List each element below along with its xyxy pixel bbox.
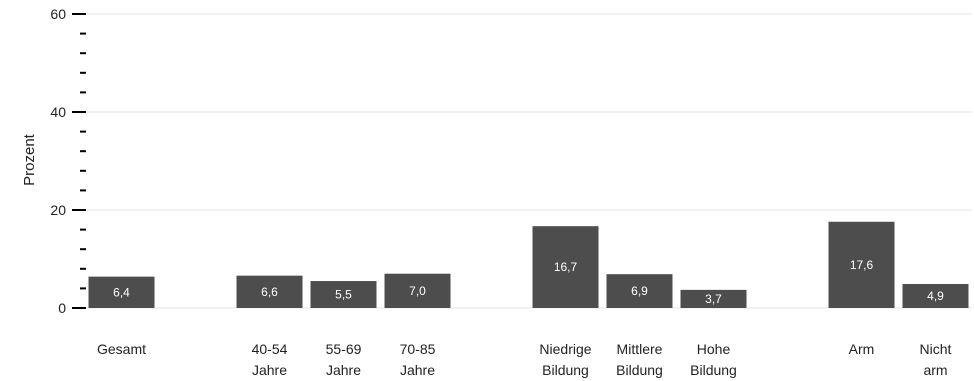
bar	[310, 281, 377, 308]
category-label: 40-54 Jahre	[252, 341, 288, 378]
bar	[532, 226, 599, 308]
bar-value-label: 17,6	[850, 258, 874, 272]
bar	[606, 274, 673, 308]
category-label: Nicht arm	[920, 341, 952, 378]
bar	[680, 289, 747, 308]
y-tick-label: 20	[50, 202, 66, 218]
bar-value-label: 4,9	[927, 289, 944, 303]
bar	[384, 273, 451, 308]
category-label: 70-85 Jahre	[400, 341, 436, 378]
bar	[236, 275, 303, 308]
y-axis-label: Prozent	[21, 133, 38, 186]
bar-value-label: 6,9	[631, 284, 648, 298]
bar	[828, 221, 895, 308]
bar-value-label: 5,5	[335, 288, 352, 302]
bar-value-label: 6,4	[113, 285, 130, 299]
y-axis: 0 20 40 60	[50, 6, 86, 316]
category-label: Gesamt	[97, 341, 146, 357]
category-label: Niedrige Bildung	[539, 341, 591, 378]
category-label: 55-69 Jahre	[326, 341, 362, 378]
bar-value-label: 3,7	[705, 292, 722, 306]
y-tick-label: 60	[50, 6, 66, 22]
bar-value-label: 16,7	[554, 260, 578, 274]
bars: 6,4 6,6 5,5 7,0 16,7 6,9 3,7 17,6 4,9	[88, 221, 969, 308]
bar-value-label: 7,0	[409, 284, 426, 298]
category-labels: Gesamt 40-54 Jahre 55-69 Jahre 70-85 Jahre Nied…	[97, 341, 952, 378]
category-label: Arm	[849, 341, 875, 357]
y-tick-label: 0	[58, 300, 66, 316]
category-label: Mittlere Bildung	[616, 341, 663, 378]
bar	[88, 276, 155, 308]
gridlines	[86, 13, 972, 309]
category-label: Hohe Bildung	[690, 341, 737, 378]
bar-value-label: 6,6	[261, 285, 278, 299]
bar	[902, 283, 969, 308]
y-tick-label: 40	[50, 104, 66, 120]
